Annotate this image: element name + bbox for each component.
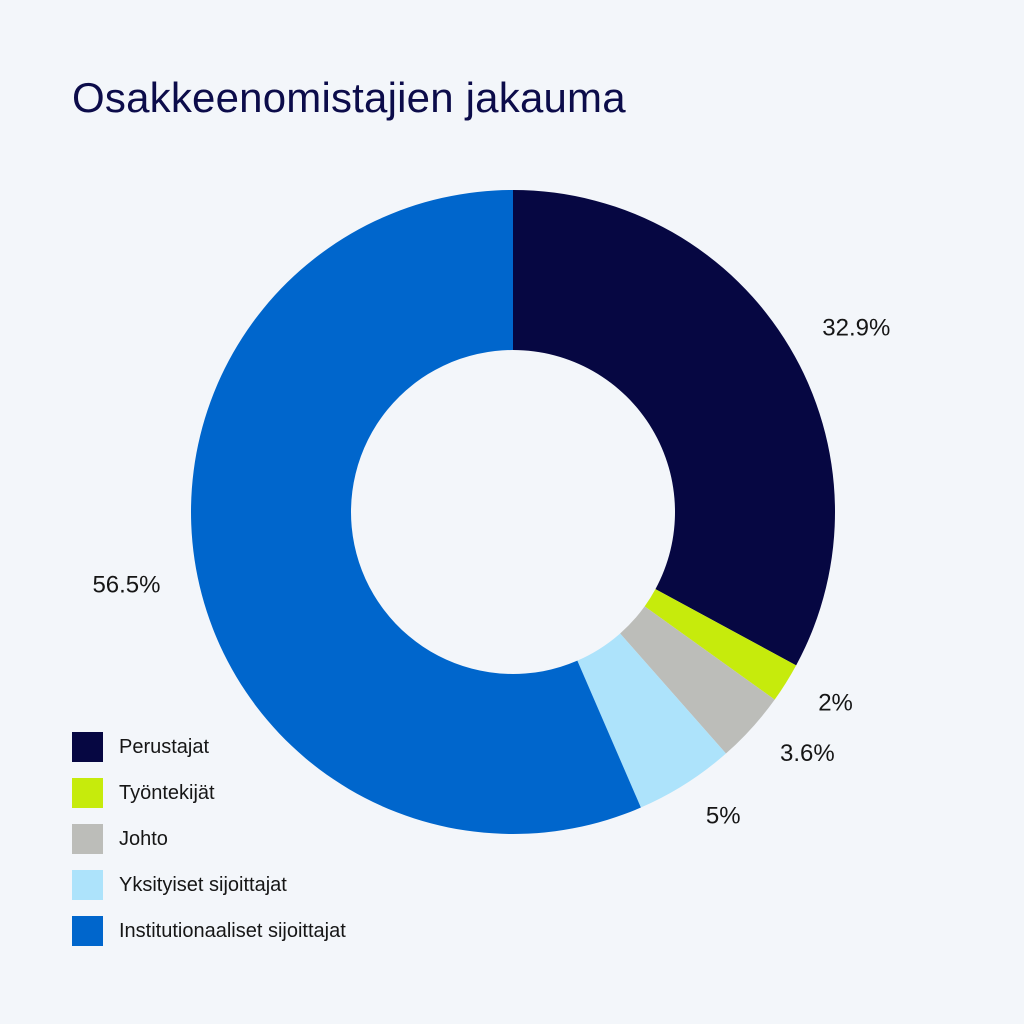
legend-swatch	[72, 732, 103, 762]
legend-swatch	[72, 778, 103, 808]
legend-item-yksityiset-sijoittajat: Yksityiset sijoittajat	[72, 870, 346, 900]
legend-item-perustajat: Perustajat	[72, 732, 346, 762]
slice-label-institutionaaliset-sijoittajat: 56.5%	[92, 572, 160, 599]
slice-label-johto: 3.6%	[780, 740, 835, 767]
legend-item-johto: Johto	[72, 824, 346, 854]
chart-legend: Perustajat Työntekijät Johto Yksityiset sij…	[72, 732, 346, 962]
donut-slice-perustajat	[513, 190, 836, 666]
chart-title: Osakkeenomistajien jakauma	[72, 74, 626, 121]
legend-label: Johto	[119, 827, 168, 850]
donut-slice-institutionaaliset-sijoittajat	[191, 190, 641, 834]
legend-swatch	[72, 916, 103, 946]
legend-label: Yksityiset sijoittajat	[119, 873, 287, 896]
donut-slice-johto	[620, 606, 775, 754]
legend-item-tyontekijat: Työntekijät	[72, 778, 346, 808]
legend-swatch	[72, 870, 103, 900]
donut-slice-tyontekijat	[644, 589, 797, 700]
slice-label-yksityiset-sijoittajat: 5%	[706, 803, 741, 830]
legend-swatch	[72, 824, 103, 854]
legend-label: Työntekijät	[119, 781, 215, 804]
slice-label-perustajat: 32.9%	[822, 314, 890, 341]
slice-label-tyontekijat: 2%	[818, 690, 853, 717]
donut-slice-yksityiset-sijoittajat	[577, 633, 726, 808]
legend-label: Institutionaaliset sijoittajat	[119, 919, 346, 942]
legend-label: Perustajat	[119, 735, 210, 758]
legend-item-institutionaaliset-sijoittajat: Institutionaaliset sijoittajat	[72, 916, 346, 946]
